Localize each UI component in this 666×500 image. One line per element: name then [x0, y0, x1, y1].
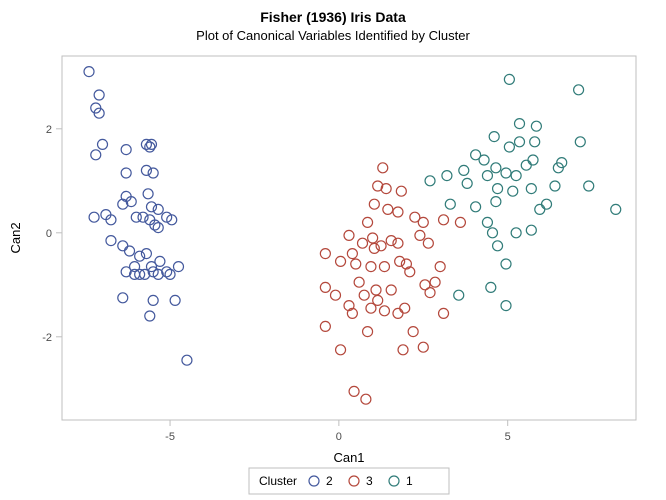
y-axis-label: Can2 [8, 222, 23, 253]
plot-area [62, 56, 636, 420]
scatter-plot-svg: Fisher (1936) Iris Data Plot of Canonical… [0, 0, 666, 500]
y-tick-label: 0 [46, 228, 52, 240]
legend-title: Cluster [259, 474, 297, 488]
x-tick-label: -5 [165, 431, 175, 443]
legend-item-label: 3 [366, 474, 373, 488]
x-tick-label: 0 [336, 431, 342, 443]
legend-item-label: 2 [326, 474, 333, 488]
chart-title: Fisher (1936) Iris Data [260, 9, 406, 25]
legend-item-label: 1 [406, 474, 413, 488]
x-tick-label: 5 [505, 431, 511, 443]
chart-container: Fisher (1936) Iris Data Plot of Canonical… [0, 0, 666, 500]
x-axis-label: Can1 [333, 450, 364, 465]
chart-subtitle: Plot of Canonical Variables Identified b… [196, 28, 470, 43]
y-tick-label: -2 [42, 332, 52, 344]
y-tick-label: 2 [46, 124, 52, 136]
